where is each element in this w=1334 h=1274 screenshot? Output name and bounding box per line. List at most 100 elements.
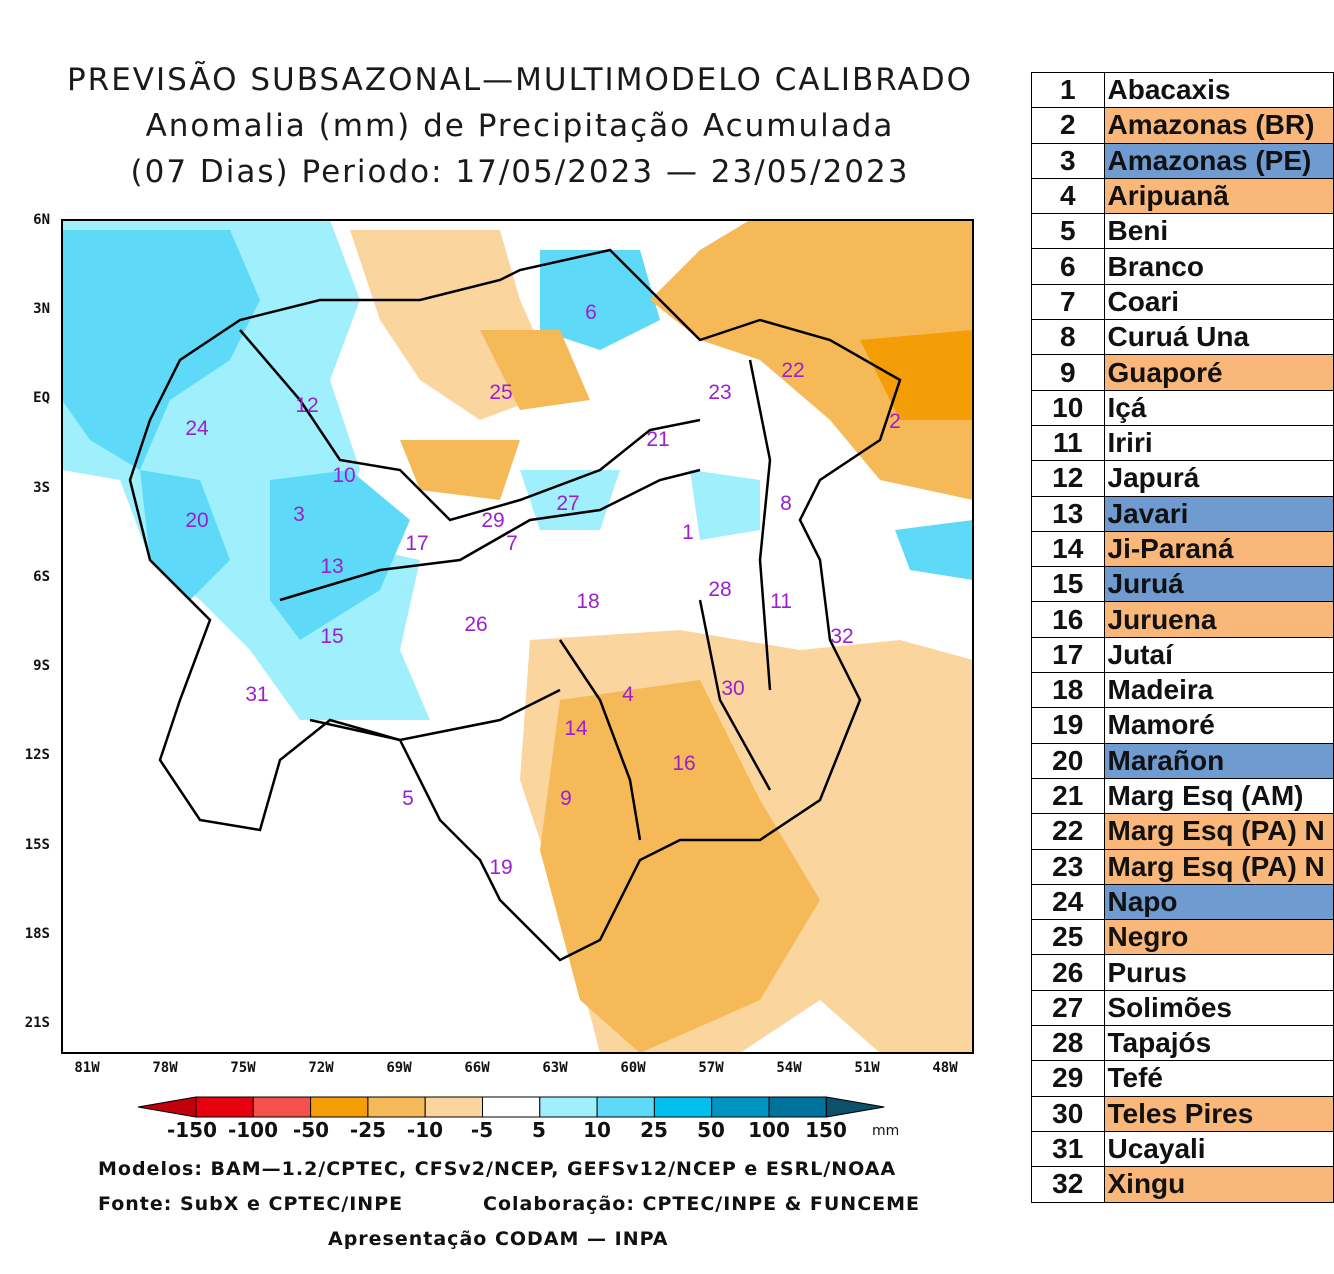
- basin-number-17: 17: [405, 532, 429, 555]
- basin-name-cell: Abacaxis: [1103, 71, 1334, 109]
- basin-number-9: 9: [560, 787, 572, 810]
- basin-number-cell: 11: [1031, 424, 1105, 462]
- basin-number-cell: 21: [1031, 777, 1105, 815]
- basin-number-14: 14: [564, 717, 588, 740]
- title-line-3: (07 Dias) Periodo: 17/05/2023 — 23/05/20…: [130, 154, 910, 190]
- basin-name-cell: Coari: [1103, 283, 1334, 321]
- basin-number-cell: 29: [1031, 1060, 1105, 1097]
- basin-number-cell: 16: [1031, 601, 1105, 638]
- colorbar-swatch: [310, 1096, 369, 1118]
- basin-table-row: 1 Abacaxis: [1031, 71, 1334, 109]
- colorbar-swatch: [252, 1096, 312, 1118]
- basin-number-1: 1: [682, 521, 694, 544]
- basin-number-cell: 4: [1031, 177, 1105, 215]
- basin-number-18: 18: [576, 590, 600, 613]
- basin-table-row: 9 Guaporé: [1031, 354, 1334, 391]
- basin-number-29: 29: [481, 509, 505, 532]
- positive-anomaly-center: [520, 470, 620, 530]
- basin-table-row: 14 Ji-Paraná: [1031, 530, 1334, 568]
- basin-table-row: 19 Mamoré: [1031, 707, 1334, 744]
- basin-number-cell: 17: [1031, 636, 1105, 674]
- lat-label: 18S: [24, 926, 50, 942]
- basin-name-cell: Negro: [1103, 919, 1334, 956]
- basin-table-row: 11 Iriri: [1031, 424, 1334, 462]
- basin-number-4: 4: [622, 683, 634, 706]
- colorbar-swatch: [424, 1096, 484, 1118]
- basin-number-cell: 9: [1031, 354, 1105, 391]
- basin-name-cell: Napo: [1103, 883, 1334, 921]
- lon-label: 54W: [776, 1060, 802, 1076]
- basin-name-cell: Mamoré: [1103, 707, 1334, 744]
- basin-number-13: 13: [320, 555, 344, 578]
- colorbar-swatch: [482, 1096, 541, 1118]
- basin-name-cell: Aripuanã: [1103, 177, 1334, 215]
- basin-table-row: 32 Xingu: [1031, 1166, 1334, 1203]
- basin-number-3: 3: [293, 503, 305, 526]
- basin-number-cell: 13: [1031, 495, 1105, 532]
- basin-number-cell: 31: [1031, 1130, 1105, 1168]
- negative-anomaly-northeast-core: [860, 330, 973, 420]
- source-credit: Fonte: SubX e CPTEC/INPE: [98, 1193, 404, 1215]
- basin-number-cell: 32: [1031, 1166, 1105, 1203]
- basin-name-cell: Juruena: [1103, 601, 1334, 638]
- basin-number-2: 2: [889, 410, 901, 433]
- basin-number-cell: 6: [1031, 248, 1105, 285]
- colorbar-swatch: [596, 1096, 655, 1118]
- basin-number-25: 25: [489, 381, 513, 404]
- basin-table-row: 29 Tefé: [1031, 1060, 1334, 1097]
- basin-number-cell: 27: [1031, 989, 1105, 1027]
- basin-table-row: 17 Jutaí: [1031, 636, 1334, 674]
- basin-table-row: 31 Ucayali: [1031, 1130, 1334, 1168]
- colorbar-label: -5: [470, 1118, 494, 1142]
- basin-table-row: 10 Içá: [1031, 389, 1334, 426]
- basin-name-cell: Marañon: [1103, 742, 1334, 779]
- basin-number-cell: 3: [1031, 142, 1105, 179]
- basin-number-cell: 10: [1031, 389, 1105, 426]
- basin-name-cell: Beni: [1103, 213, 1334, 250]
- basin-outlines: [128, 248, 902, 962]
- lon-label: 75W: [230, 1060, 256, 1076]
- basin-name-cell: Teles Pires: [1103, 1095, 1334, 1132]
- basin-number-7: 7: [506, 532, 518, 555]
- basin-number-27: 27: [556, 492, 580, 515]
- basin-name-cell: Madeira: [1103, 672, 1334, 709]
- basin-number-12: 12: [295, 394, 319, 417]
- colorbar-label: -50: [292, 1118, 330, 1142]
- basin-table-row: 22 Marg Esq (PA) N: [1031, 813, 1334, 850]
- lat-label: 3N: [33, 301, 50, 317]
- positive-anomaly-far-east: [895, 520, 973, 580]
- basin-name-cell: Tefé: [1103, 1060, 1334, 1097]
- basin-number-cell: 5: [1031, 213, 1105, 250]
- basin-table-row: 30 Teles Pires: [1031, 1095, 1334, 1132]
- basin-number-cell: 30: [1031, 1095, 1105, 1132]
- lon-label: 66W: [464, 1060, 490, 1076]
- basin-name-cell: Purus: [1103, 954, 1334, 991]
- basin-name-cell: Jutaí: [1103, 636, 1334, 674]
- lat-label: 21S: [24, 1015, 50, 1031]
- lon-label: 63W: [542, 1060, 568, 1076]
- basin-number-cell: 2: [1031, 107, 1105, 144]
- basin-number-cell: 20: [1031, 742, 1105, 779]
- colorbar-swatch: [539, 1096, 598, 1118]
- basin-name-cell: Amazonas (BR): [1103, 107, 1334, 144]
- basin-number-23: 23: [708, 381, 732, 404]
- map-frame: [61, 219, 974, 1054]
- basin-number-28: 28: [708, 578, 732, 601]
- basin-table-row: 23 Marg Esq (PA) N: [1031, 848, 1334, 885]
- basin-name-cell: Ucayali: [1103, 1130, 1334, 1168]
- basin-table-row: 21 Marg Esq (AM): [1031, 777, 1334, 815]
- basin-number-cell: 24: [1031, 883, 1105, 921]
- basin-number-cell: 22: [1031, 813, 1105, 850]
- basin-table-row: 20 Marañon: [1031, 742, 1334, 779]
- lon-label: 72W: [308, 1060, 334, 1076]
- basin-table-row: 25 Negro: [1031, 919, 1334, 956]
- basin-table-row: 3 Amazonas (PE): [1031, 142, 1334, 179]
- colorbar-unit: mm: [872, 1123, 900, 1139]
- basin-table-row: 7 Coari: [1031, 283, 1334, 321]
- colorbar-left-arrow: [137, 1096, 197, 1118]
- basin-number-32: 32: [830, 625, 854, 648]
- colorbar-label: 150: [805, 1118, 847, 1142]
- colorbar-swatch: [367, 1096, 426, 1118]
- basin-number-20: 20: [185, 509, 209, 532]
